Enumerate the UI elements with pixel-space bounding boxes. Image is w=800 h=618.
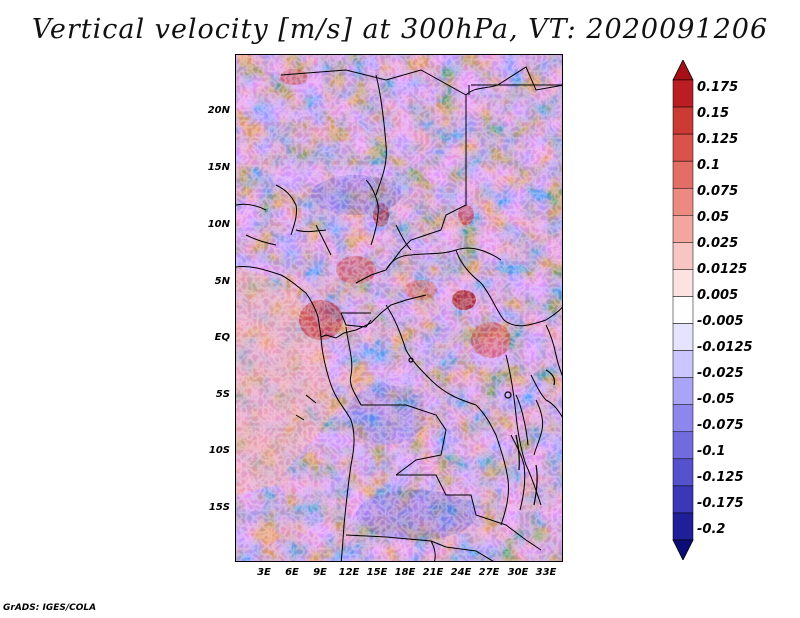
colorbar-label: 0.1 — [697, 158, 721, 173]
colorbar-segment — [672, 296, 694, 324]
lat-label-eq: EQ — [214, 332, 230, 343]
lon-label-15e: 15E — [366, 567, 388, 578]
colorbar-segment — [672, 404, 694, 433]
velocity-field — [236, 55, 562, 561]
colorbar-segment — [672, 269, 694, 297]
colorbar-segment — [672, 323, 694, 351]
lakes — [408, 357, 556, 506]
colorbar-segment — [672, 215, 694, 243]
colorbar-label: -0.2 — [697, 522, 726, 537]
lat-label-15n: 15N — [207, 162, 230, 173]
colorbar-label: 0.05 — [697, 210, 730, 225]
lat-label-10s: 10S — [208, 445, 230, 456]
colorbar-label: 0.175 — [697, 80, 739, 95]
lon-label-12e: 12E — [338, 567, 360, 578]
colorbar-label: -0.1 — [697, 444, 726, 459]
colorbar-segment — [672, 79, 694, 108]
colorbar-segment — [672, 350, 694, 378]
lat-label-5n: 5N — [214, 276, 230, 287]
chart-title: Vertical velocity [m/s] at 300hPa, VT: 2… — [31, 14, 769, 45]
lon-label-6e: 6E — [285, 567, 299, 578]
lon-label-27e: 27E — [478, 567, 500, 578]
lat-label-10n: 10N — [207, 219, 230, 230]
lon-label-9e: 9E — [313, 567, 327, 578]
colorbar — [672, 60, 694, 560]
colorbar-extend-top — [672, 60, 694, 81]
colorbar-label: -0.005 — [697, 314, 744, 329]
colorbar-label: -0.125 — [697, 470, 744, 485]
colorbar-label: -0.0125 — [697, 340, 753, 355]
lat-label-5s: 5S — [215, 389, 230, 400]
lat-label-15s: 15S — [208, 502, 230, 513]
lon-label-30e: 30E — [507, 567, 529, 578]
colorbar-label: 0.15 — [697, 106, 730, 121]
colorbar-segment — [672, 377, 694, 405]
colorbar-segment — [672, 187, 694, 216]
lon-label-33e: 33E — [535, 567, 557, 578]
map-panel — [235, 54, 563, 562]
colorbar-segment — [672, 458, 694, 487]
colorbar-label: -0.05 — [697, 392, 735, 407]
field-speckle — [236, 55, 562, 561]
colorbar-label: -0.075 — [697, 418, 744, 433]
lon-label-24e: 24E — [450, 567, 472, 578]
colorbar-segment — [672, 512, 694, 541]
colorbar-segment — [672, 242, 694, 270]
lon-label-21e: 21E — [422, 567, 444, 578]
colorbar-label: 0.005 — [697, 288, 739, 303]
lat-label-20n: 20N — [207, 105, 230, 116]
colorbar-segment — [672, 160, 694, 189]
colorbar-label: 0.075 — [697, 184, 739, 199]
colorbar-label: 0.025 — [697, 236, 739, 251]
colorbar-segment — [672, 106, 694, 135]
colorbar-extend-bottom — [672, 539, 694, 560]
footer-credit: GrADS: IGES/COLA — [3, 603, 97, 613]
colorbar-label: -0.025 — [697, 366, 744, 381]
lon-label-18e: 18E — [394, 567, 416, 578]
colorbar-segment — [672, 431, 694, 460]
colorbar-label: 0.125 — [697, 132, 739, 147]
colorbar-segment — [672, 133, 694, 162]
country-borders — [236, 66, 562, 561]
colorbar-segment — [672, 485, 694, 514]
colorbar-label: 0.0125 — [697, 262, 748, 277]
colorbar-label: -0.175 — [697, 496, 744, 511]
lon-label-3e: 3E — [257, 567, 271, 578]
